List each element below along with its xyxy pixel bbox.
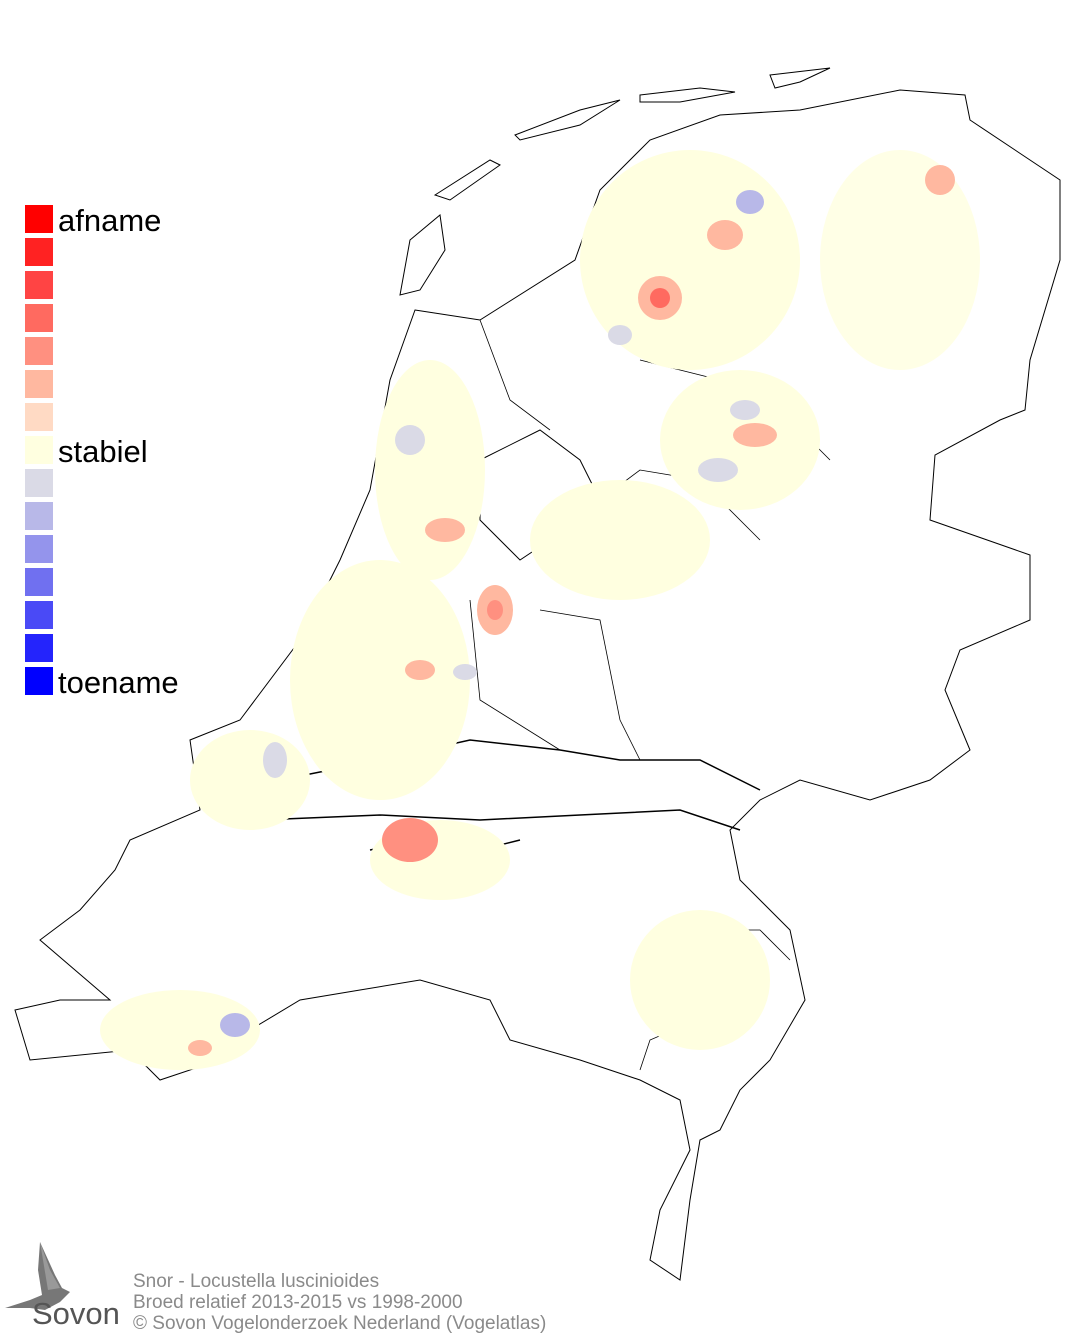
island-vlieland <box>433 159 501 201</box>
legend-label-afname: afname <box>58 203 162 238</box>
legend-swatch <box>25 568 53 596</box>
copyright: © Sovon Vogelonderzoek Nederland (Vogela… <box>133 1313 547 1334</box>
sovon-logo-text: Sovon <box>32 1296 120 1331</box>
island-schiermonnikoog <box>769 67 831 89</box>
species-name: Snor - Locustella luscinioides <box>133 1271 380 1292</box>
swallow-icon <box>5 1242 70 1310</box>
island-ameland <box>639 87 736 103</box>
legend-label-stabiel: stabiel <box>58 434 148 469</box>
legend-swatch <box>25 238 53 266</box>
legend-swatch <box>25 403 53 431</box>
legend-swatch <box>25 205 53 233</box>
legend-swatch <box>25 337 53 365</box>
legend-label-toename: toename <box>58 665 179 700</box>
comparison-period: Broed relatief 2013-2015 vs 1998-2000 <box>133 1292 463 1313</box>
legend-swatch <box>25 667 53 695</box>
island-texel <box>399 214 446 296</box>
legend-swatch <box>25 601 53 629</box>
legend-swatch <box>25 469 53 497</box>
legend-swatch <box>25 502 53 530</box>
country-outline <box>14 89 1061 1281</box>
trend-blobs <box>100 150 980 1070</box>
island-terschelling <box>514 99 621 141</box>
legend-swatch <box>25 634 53 662</box>
legend-swatch <box>25 370 53 398</box>
map-caption: Snor - Locustella luscinioides Broed rel… <box>133 1271 546 1334</box>
legend-swatch <box>25 271 53 299</box>
legend-swatch <box>25 535 53 563</box>
legend-swatch <box>25 436 53 464</box>
legend-swatch <box>25 304 53 332</box>
